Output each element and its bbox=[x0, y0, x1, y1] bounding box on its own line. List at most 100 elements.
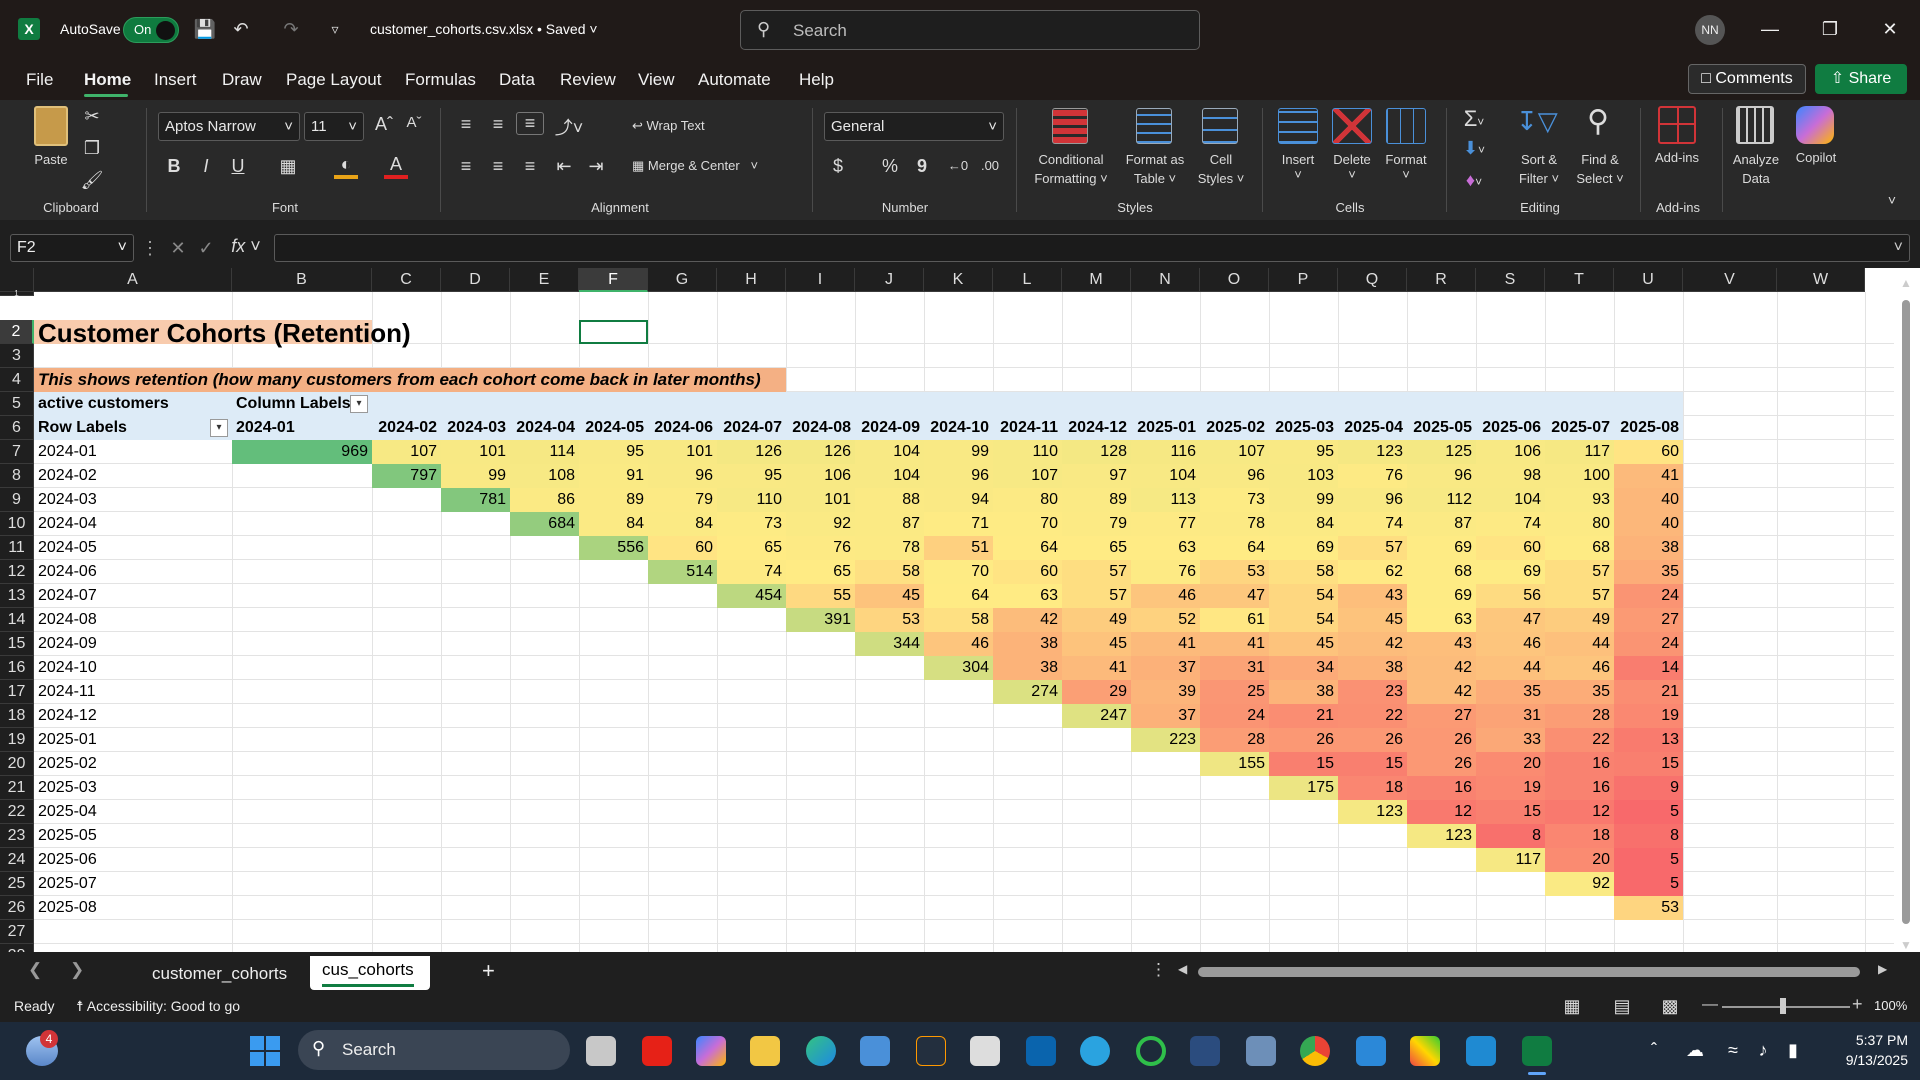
decrease-indent-icon[interactable]: ⇤ bbox=[556, 156, 572, 176]
heatmap-cell[interactable]: 175 bbox=[1307, 779, 1334, 796]
heatmap-cell[interactable]: 95 bbox=[626, 443, 644, 460]
clear-icon[interactable]: ♦˅ bbox=[1465, 170, 1483, 190]
heatmap-cell[interactable]: 15 bbox=[1661, 755, 1679, 772]
heatmap-cell[interactable]: 99 bbox=[971, 443, 989, 460]
row-header[interactable]: 15 bbox=[0, 632, 34, 656]
menu-draw[interactable]: Draw bbox=[222, 70, 262, 89]
heatmap-cell[interactable]: 100 bbox=[1583, 467, 1610, 484]
heatmap-cell[interactable]: 84 bbox=[1316, 515, 1334, 532]
heatmap-cell[interactable]: 41 bbox=[1109, 659, 1127, 676]
heatmap-cell[interactable]: 9 bbox=[1670, 779, 1679, 796]
heatmap-cell[interactable]: 101 bbox=[686, 443, 713, 460]
excel-taskbar-icon[interactable] bbox=[1522, 1036, 1552, 1066]
heatmap-cell[interactable]: 69 bbox=[1454, 539, 1472, 556]
row-header[interactable]: 9 bbox=[0, 488, 34, 512]
heatmap-cell[interactable]: 54 bbox=[1316, 587, 1334, 604]
heatmap-cell[interactable]: 89 bbox=[626, 491, 644, 508]
column-header[interactable]: E bbox=[510, 268, 579, 292]
heatmap-cell[interactable]: 108 bbox=[548, 467, 575, 484]
column-header[interactable]: O bbox=[1200, 268, 1269, 292]
heatmap-cell[interactable]: 24 bbox=[1661, 587, 1679, 604]
heatmap-cell[interactable]: 91 bbox=[626, 467, 644, 484]
heatmap-cell[interactable]: 41 bbox=[1178, 635, 1196, 652]
cell-styles-icon[interactable] bbox=[1202, 108, 1238, 144]
heatmap-cell[interactable]: 53 bbox=[1661, 899, 1679, 916]
heatmap-cell[interactable]: 104 bbox=[1169, 467, 1196, 484]
heatmap-cell[interactable]: 86 bbox=[557, 491, 575, 508]
heatmap-cell[interactable]: 29 bbox=[1109, 683, 1127, 700]
heatmap-cell[interactable]: 13 bbox=[1661, 731, 1679, 748]
column-header[interactable]: H bbox=[717, 268, 786, 292]
cloud-icon[interactable]: ☁ bbox=[1686, 1040, 1704, 1060]
heatmap-cell[interactable]: 24 bbox=[1247, 707, 1265, 724]
heatmap-cell[interactable]: 57 bbox=[1385, 539, 1403, 556]
heatmap-cell[interactable]: 112 bbox=[1446, 491, 1472, 508]
heatmap-cell[interactable]: 107 bbox=[410, 443, 437, 460]
normal-view-icon[interactable]: ▦ bbox=[1563, 996, 1581, 1016]
heatmap-cell[interactable]: 53 bbox=[902, 611, 920, 628]
heatmap-cell[interactable]: 78 bbox=[902, 539, 920, 556]
font-size-select[interactable]: 11 ˅ bbox=[304, 112, 364, 141]
heatmap-cell[interactable]: 107 bbox=[1238, 443, 1265, 460]
heatmap-cell[interactable]: 37 bbox=[1178, 707, 1196, 724]
row-header[interactable]: 3 bbox=[0, 344, 34, 368]
heatmap-cell[interactable]: 107 bbox=[1031, 467, 1058, 484]
name-box[interactable]: F2 ˅ bbox=[10, 234, 134, 262]
cut-icon[interactable]: ✂ bbox=[84, 106, 100, 126]
heatmap-cell[interactable]: 38 bbox=[1385, 659, 1403, 676]
italic-button[interactable]: I bbox=[203, 156, 209, 176]
font-color-icon[interactable]: A bbox=[384, 154, 408, 179]
row-header[interactable]: 24 bbox=[0, 848, 34, 872]
menu-page-layout[interactable]: Page Layout bbox=[286, 70, 382, 89]
notepad-icon[interactable] bbox=[1356, 1036, 1386, 1066]
borders-icon[interactable]: ▦ bbox=[279, 156, 297, 176]
vertical-scrollbar[interactable] bbox=[1902, 300, 1910, 924]
number-format-select[interactable]: General ˅ bbox=[824, 112, 1004, 141]
heatmap-cell[interactable]: 76 bbox=[1385, 467, 1403, 484]
insert-cells-button[interactable]: Insert ˅ bbox=[1281, 152, 1315, 182]
column-header[interactable]: C bbox=[372, 268, 441, 292]
heatmap-cell[interactable]: 123 bbox=[1376, 443, 1403, 460]
menu-automate[interactable]: Automate bbox=[698, 70, 771, 89]
close-icon[interactable]: ✕ bbox=[1882, 19, 1898, 39]
row-header[interactable]: 21 bbox=[0, 776, 34, 800]
heatmap-cell[interactable]: 223 bbox=[1169, 731, 1196, 748]
heatmap-cell[interactable]: 35 bbox=[1592, 683, 1610, 700]
fill-icon[interactable]: ⬇˅ bbox=[1462, 138, 1486, 158]
heatmap-cell[interactable]: 79 bbox=[695, 491, 713, 508]
row-header[interactable]: 13 bbox=[0, 584, 34, 608]
tools-icon[interactable] bbox=[1410, 1036, 1440, 1066]
heatmap-cell[interactable]: 45 bbox=[1385, 611, 1403, 628]
formula-input[interactable]: ˅ bbox=[274, 234, 1910, 262]
row-header[interactable]: 6 bbox=[0, 416, 34, 440]
heatmap-cell[interactable]: 26 bbox=[1385, 731, 1403, 748]
find-select-button[interactable]: Find & Select ˅ bbox=[1576, 152, 1624, 186]
cancel-entry-icon[interactable]: ✕ bbox=[170, 238, 186, 258]
sort-filter-button[interactable]: Sort & Filter ˅ bbox=[1518, 152, 1560, 186]
heatmap-cell[interactable]: 26 bbox=[1316, 731, 1334, 748]
heatmap-cell[interactable]: 69 bbox=[1523, 563, 1541, 580]
column-header[interactable]: T bbox=[1545, 268, 1614, 292]
heatmap-cell[interactable]: 26 bbox=[1454, 731, 1472, 748]
heatmap-cell[interactable]: 49 bbox=[1592, 611, 1610, 628]
zoom-slider[interactable] bbox=[1722, 1006, 1850, 1008]
edge-icon[interactable] bbox=[806, 1036, 836, 1066]
heatmap-cell[interactable]: 16 bbox=[1454, 779, 1472, 796]
heatmap-cell[interactable]: 5 bbox=[1670, 851, 1679, 868]
heatmap-cell[interactable]: 21 bbox=[1316, 707, 1334, 724]
volume-icon[interactable]: ♪ bbox=[1758, 1040, 1768, 1060]
store-icon[interactable] bbox=[860, 1036, 890, 1066]
heatmap-cell[interactable]: 44 bbox=[1592, 635, 1610, 652]
collapse-ribbon-icon[interactable]: ˅ bbox=[1887, 192, 1897, 208]
row-header[interactable]: 7 bbox=[0, 440, 34, 464]
heatmap-cell[interactable]: 39 bbox=[1178, 683, 1196, 700]
heatmap-cell[interactable]: 47 bbox=[1247, 587, 1265, 604]
heatmap-cell[interactable]: 110 bbox=[1032, 443, 1058, 460]
heatmap-cell[interactable]: 98 bbox=[1523, 467, 1541, 484]
heatmap-cell[interactable]: 73 bbox=[1247, 491, 1265, 508]
column-header[interactable]: L bbox=[993, 268, 1062, 292]
row-filter-dropdown[interactable]: ▾ bbox=[210, 419, 228, 437]
refresh-app-icon[interactable] bbox=[1136, 1036, 1166, 1066]
add-sheet-button[interactable]: + bbox=[482, 958, 495, 983]
heatmap-cell[interactable]: 27 bbox=[1661, 611, 1679, 628]
